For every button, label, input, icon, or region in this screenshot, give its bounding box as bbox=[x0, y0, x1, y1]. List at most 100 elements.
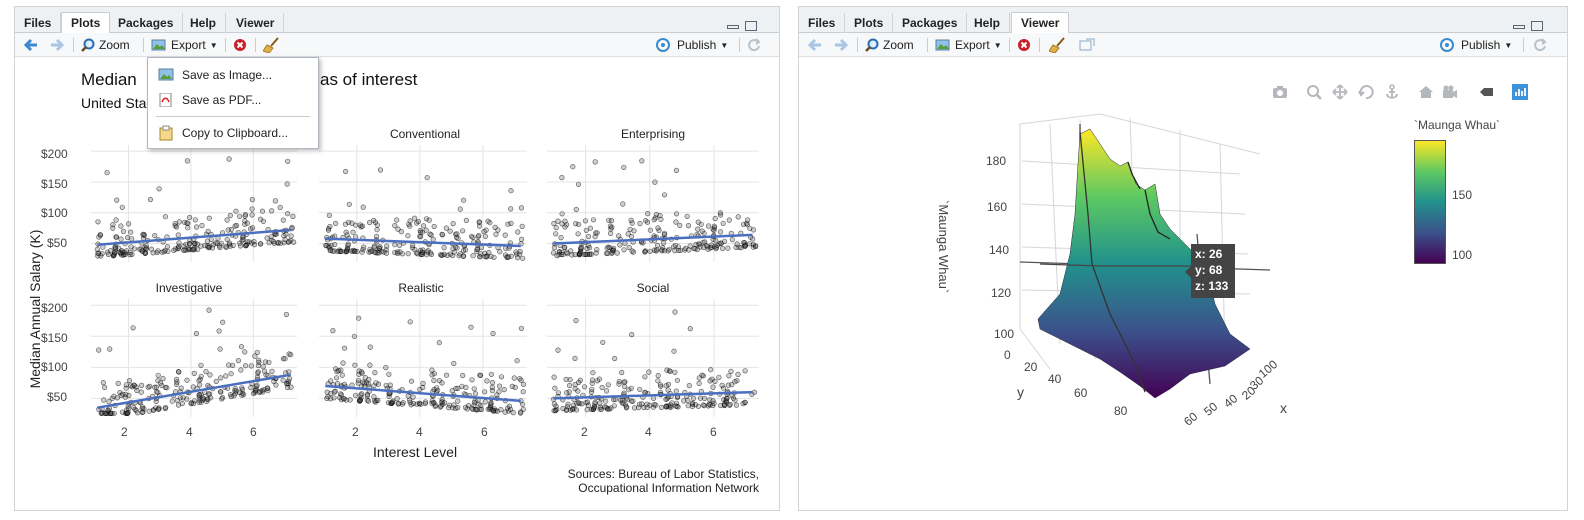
maximize-icon[interactable] bbox=[745, 21, 757, 31]
tab-packages[interactable]: Packages bbox=[109, 13, 184, 33]
minimize-icon[interactable] bbox=[727, 25, 739, 29]
scatter-point bbox=[417, 386, 423, 393]
publish-button[interactable]: Publish ▼ bbox=[655, 37, 728, 53]
scatter-point bbox=[419, 251, 426, 257]
scatter-point bbox=[169, 398, 175, 404]
publish-label: Publish bbox=[677, 38, 717, 52]
scatter-point bbox=[573, 221, 579, 227]
video-camera-icon[interactable] bbox=[1442, 84, 1458, 100]
turntable-icon[interactable] bbox=[1384, 84, 1400, 100]
scatter-point bbox=[567, 377, 573, 383]
tab-plots[interactable]: Plots bbox=[845, 13, 894, 33]
tab-files[interactable]: Files bbox=[15, 13, 62, 33]
scatter-point bbox=[449, 388, 455, 394]
pan-icon[interactable] bbox=[1332, 84, 1348, 100]
scatter-point bbox=[286, 369, 292, 375]
camera-icon[interactable] bbox=[1272, 84, 1288, 100]
back-arrow-icon[interactable] bbox=[807, 37, 823, 53]
tab-packages[interactable]: Packages bbox=[893, 13, 968, 33]
scatter-point bbox=[506, 254, 512, 260]
scatter-point bbox=[485, 406, 491, 412]
scatter-point bbox=[226, 156, 232, 162]
scatter-point bbox=[560, 405, 566, 412]
scatter-point bbox=[707, 245, 713, 251]
export-button[interactable]: Export ▼ bbox=[935, 37, 1002, 53]
tab-viewer[interactable]: Viewer bbox=[227, 13, 285, 33]
scatter-point bbox=[199, 222, 205, 229]
save-as-image-item[interactable]: Save as Image... bbox=[148, 64, 318, 86]
caption-line-1: Sources: Bureau of Labor Statistics, bbox=[567, 467, 759, 481]
export-icon bbox=[151, 39, 166, 51]
scatter-point bbox=[470, 234, 476, 240]
hover-y: y: 68 bbox=[1195, 263, 1223, 277]
scatter-point bbox=[575, 181, 582, 187]
show-in-window-button[interactable] bbox=[1079, 37, 1095, 53]
scatter-point bbox=[603, 398, 609, 404]
orbit-rotate-icon[interactable] bbox=[1358, 84, 1374, 100]
scatter-point bbox=[408, 378, 415, 384]
refresh-icon[interactable] bbox=[1533, 37, 1547, 53]
scatter-point bbox=[726, 217, 732, 223]
scatter-point bbox=[185, 225, 191, 231]
scatter-point bbox=[195, 246, 201, 252]
scatter-point bbox=[111, 410, 117, 416]
tab-viewer[interactable]: Viewer bbox=[1011, 12, 1070, 34]
hover-tooltip: x: 26 y: 68 z: 133 bbox=[1191, 244, 1235, 298]
scatter-point bbox=[191, 400, 197, 407]
home-icon[interactable] bbox=[1418, 84, 1434, 100]
scatter-point bbox=[120, 391, 126, 397]
z-tick-180: 180 bbox=[986, 154, 1007, 168]
scatter-point bbox=[592, 399, 598, 406]
tab-plots[interactable]: Plots bbox=[61, 12, 111, 34]
scatter-point bbox=[125, 221, 132, 227]
scatter-point bbox=[117, 389, 123, 396]
tab-files[interactable]: Files bbox=[799, 13, 846, 33]
plotly-logo-icon[interactable] bbox=[1512, 84, 1528, 100]
zoom-3d-icon[interactable] bbox=[1306, 84, 1322, 100]
scatter-point bbox=[551, 245, 558, 251]
scatter-point bbox=[361, 380, 368, 386]
scatter-point bbox=[658, 404, 665, 411]
scatter-point bbox=[196, 378, 202, 384]
scatter-point bbox=[383, 250, 390, 256]
scatter-point bbox=[192, 217, 198, 223]
scatter-point bbox=[675, 247, 682, 253]
scatter-point bbox=[621, 383, 628, 390]
tab-help[interactable]: Help bbox=[965, 13, 1011, 33]
forward-arrow-icon[interactable] bbox=[49, 37, 65, 53]
maximize-icon[interactable] bbox=[1531, 21, 1543, 31]
scatter-point bbox=[498, 374, 505, 380]
plot-title-left: Median bbox=[81, 70, 137, 89]
scatter-point bbox=[491, 406, 497, 412]
scatter-point bbox=[269, 208, 275, 214]
hover-toggle-icon[interactable] bbox=[1478, 84, 1494, 100]
scatter-point bbox=[626, 387, 632, 393]
scatter-point bbox=[747, 225, 753, 231]
copy-to-clipboard-item[interactable]: Copy to Clipboard... bbox=[148, 122, 318, 144]
scatter-point bbox=[684, 213, 690, 219]
refresh-icon[interactable] bbox=[747, 37, 761, 53]
scatter-point bbox=[564, 390, 570, 396]
remove-viewer-button[interactable] bbox=[1017, 37, 1031, 53]
back-arrow-icon[interactable] bbox=[23, 37, 39, 53]
scatter-point bbox=[518, 409, 524, 415]
scatter-point bbox=[355, 380, 361, 386]
scatter-point bbox=[378, 249, 385, 255]
export-button[interactable]: Export ▼ bbox=[151, 37, 218, 53]
scatter-point bbox=[374, 222, 381, 228]
tab-help[interactable]: Help bbox=[181, 13, 227, 33]
minimize-icon[interactable] bbox=[1513, 25, 1525, 29]
scatter-point bbox=[721, 238, 728, 244]
remove-plot-button[interactable] bbox=[233, 37, 247, 53]
y-tick-60: 60 bbox=[1074, 386, 1088, 400]
forward-arrow-icon[interactable] bbox=[833, 37, 849, 53]
scatter-point bbox=[584, 407, 590, 413]
save-as-pdf-item[interactable]: Save as PDF... bbox=[148, 89, 318, 111]
publish-button[interactable]: Publish ▼ bbox=[1439, 37, 1512, 53]
clear-all-button[interactable] bbox=[1049, 37, 1067, 53]
zoom-button[interactable]: Zoom bbox=[865, 37, 914, 53]
scatter-point bbox=[469, 405, 475, 411]
clear-all-button[interactable] bbox=[263, 37, 281, 53]
remove-icon bbox=[1018, 39, 1030, 51]
zoom-button[interactable]: Zoom bbox=[81, 37, 130, 53]
